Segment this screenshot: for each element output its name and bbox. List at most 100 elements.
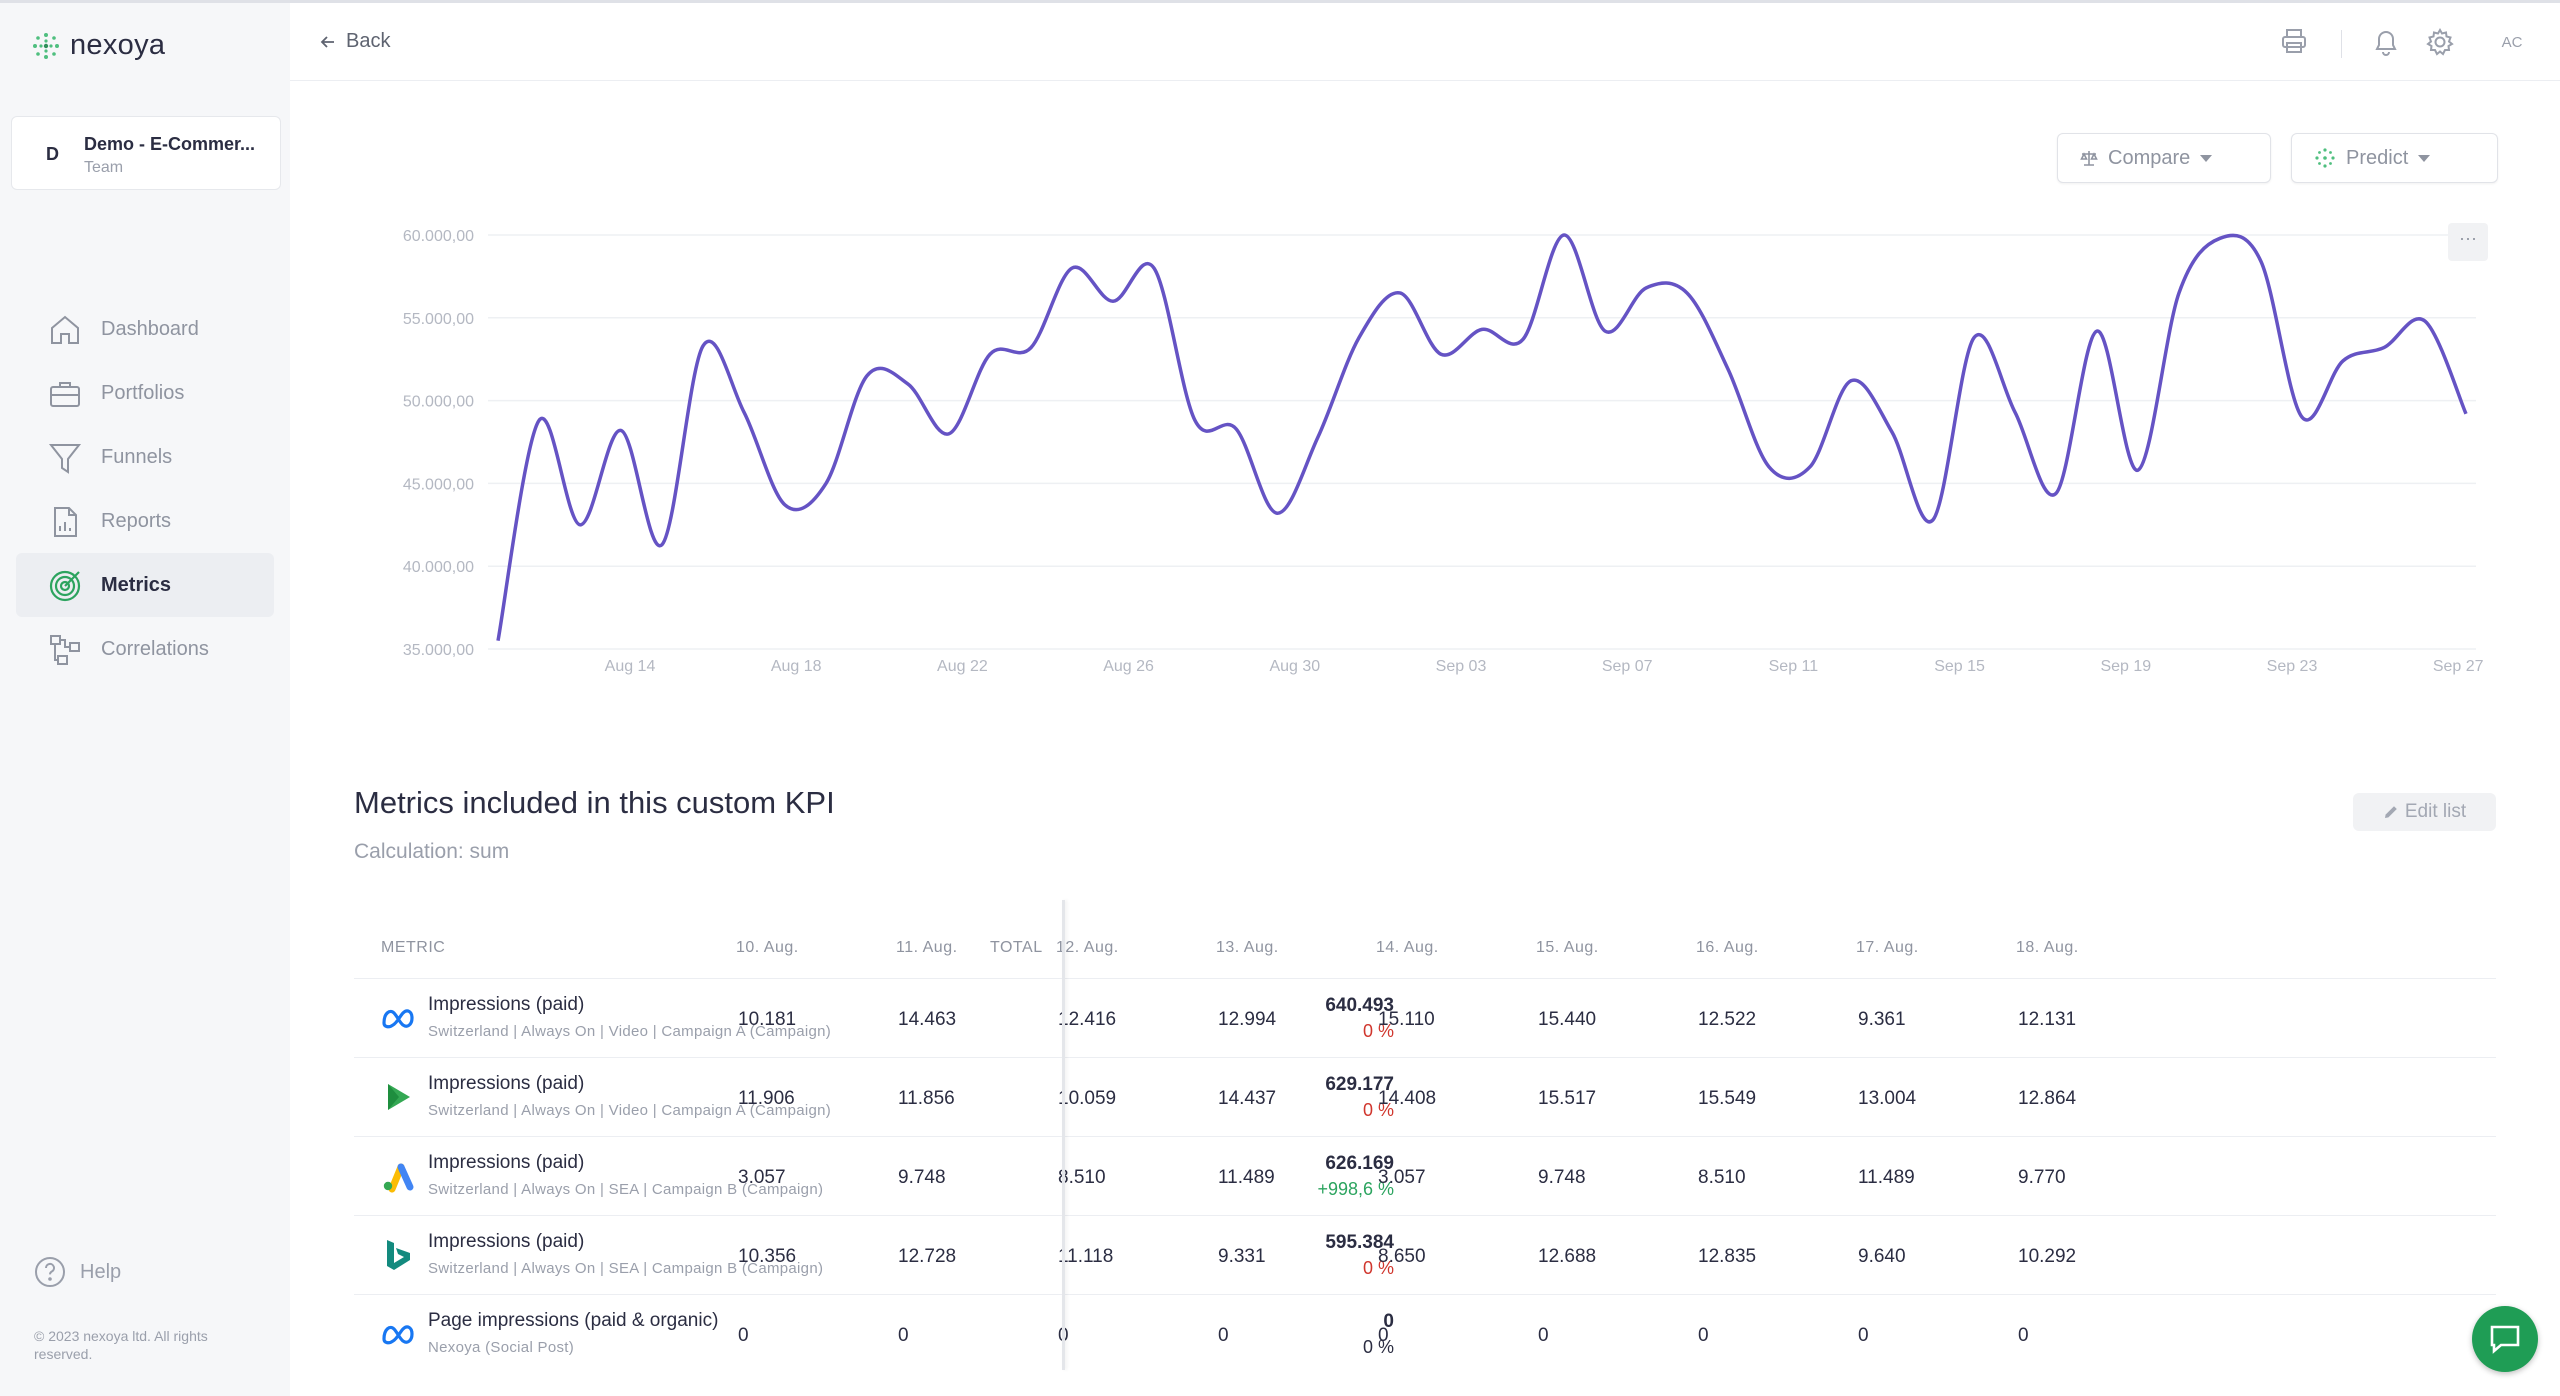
table-header: METRIC TOTAL 10. Aug. 11. Aug. 12. Aug. 13.… <box>354 908 2496 979</box>
team-name: Demo - E-Commer... <box>84 134 256 154</box>
y-tick-label: 45.000,00 <box>403 476 474 493</box>
table-row[interactable]: Impressions (paid) Switzerland | Always O… <box>354 979 2496 1058</box>
metric-name[interactable]: Impressions (paid) <box>428 994 585 1015</box>
team-initial: D <box>46 144 59 164</box>
print-icon[interactable] <box>2280 27 2308 55</box>
table-row[interactable]: Page impressions (paid & organic) Nexoya … <box>354 1295 2496 1373</box>
sidebar-item-funnels[interactable]: Funnels <box>16 425 274 489</box>
metric-name[interactable]: Page impressions (paid & organic) <box>428 1310 719 1331</box>
column-header-date[interactable]: 14. Aug. <box>1376 939 1439 956</box>
y-tick-label: 55.000,00 <box>403 311 474 328</box>
dv360-icon <box>380 1080 416 1114</box>
window-top-border <box>0 0 2560 3</box>
frozen-column-divider <box>1062 900 1065 1370</box>
sidebar-item-reports[interactable]: Reports <box>16 489 274 553</box>
x-tick-label: Sep 27 <box>2433 658 2484 675</box>
total-cell: 640.493 0 % <box>1325 995 1394 1042</box>
column-header-date[interactable]: 15. Aug. <box>1536 939 1599 956</box>
sidebar-item-label: Reports <box>101 509 172 532</box>
value-cell: 14.437 <box>1218 1088 1277 1109</box>
metric-source: Switzerland | Always On | Video | Campai… <box>428 1102 832 1119</box>
value-cell: 10.181 <box>738 1009 797 1030</box>
user-avatar[interactable]: AC <box>2501 33 2523 51</box>
total-value: 595.384 <box>1325 1232 1394 1253</box>
x-tick-label: Aug 18 <box>771 658 822 675</box>
value-cell: 12.728 <box>898 1246 957 1267</box>
value-cell: 3.057 <box>738 1167 786 1188</box>
value-cell: 0 <box>1858 1325 1869 1346</box>
value-cell: 0 <box>1698 1325 1709 1346</box>
metric-name[interactable]: Impressions (paid) <box>428 1152 585 1173</box>
compare-label: Compare <box>2108 146 2191 169</box>
column-header-metric[interactable]: METRIC <box>381 939 446 956</box>
bell-icon[interactable] <box>2372 27 2400 57</box>
sidebar-item-label: Correlations <box>101 637 209 660</box>
y-tick-label: 40.000,00 <box>403 559 474 576</box>
sidebar-item-correlations[interactable]: Correlations <box>16 617 274 681</box>
compare-button[interactable]: Compare <box>2057 133 2271 183</box>
column-header-date[interactable]: 18. Aug. <box>2016 939 2079 956</box>
total-cell: 629.177 0 % <box>1325 1074 1394 1121</box>
value-cell: 11.118 <box>1058 1246 1114 1267</box>
value-cell: 15.517 <box>1538 1088 1597 1109</box>
x-tick-label: Aug 26 <box>1103 658 1154 675</box>
gear-icon[interactable] <box>2425 27 2455 57</box>
x-tick-label: Aug 30 <box>1269 658 1320 675</box>
section-title: Metrics included in this custom KPI <box>354 785 835 820</box>
predict-button[interactable]: Predict <box>2291 133 2498 183</box>
app-logo[interactable]: nexoya <box>32 29 165 62</box>
value-cell: 9.361 <box>1858 1009 1906 1030</box>
scale-icon <box>2080 151 2098 166</box>
chevron-down-icon <box>2418 154 2431 162</box>
metrics-icon <box>49 570 81 602</box>
column-header-date[interactable]: 11. Aug. <box>896 939 958 956</box>
pencil-icon <box>2384 806 2397 818</box>
table-row[interactable]: Impressions (paid) Switzerland | Always O… <box>354 1137 2496 1216</box>
value-cell: 14.463 <box>898 1009 957 1030</box>
column-header-date[interactable]: 17. Aug. <box>1856 939 1919 956</box>
value-cell: 0 <box>2018 1325 2029 1346</box>
help-icon <box>35 1257 65 1287</box>
metric-source: Switzerland | Always On | SEA | Campaign… <box>428 1260 824 1277</box>
value-cell: 11.489 <box>1218 1167 1275 1188</box>
sidebar-item-dashboard[interactable]: Dashboard <box>16 297 274 361</box>
column-header-date[interactable]: 13. Aug. <box>1216 939 1279 956</box>
value-cell: 12.835 <box>1698 1246 1757 1267</box>
table-row[interactable]: Impressions (paid) Switzerland | Always O… <box>354 1216 2496 1295</box>
back-button[interactable]: Back <box>320 30 390 53</box>
header-divider <box>2341 30 2342 58</box>
value-cell: 0 <box>898 1325 909 1346</box>
table-row[interactable]: Impressions (paid) Switzerland | Always O… <box>354 1058 2496 1137</box>
total-cell: 626.169 +998,6 % <box>1317 1153 1394 1200</box>
predict-label: Predict <box>2346 146 2409 169</box>
team-switcher[interactable]: D Demo - E-Commer... Team <box>11 116 281 190</box>
total-value: 629.177 <box>1325 1074 1394 1095</box>
help-link[interactable]: Help <box>34 1256 121 1288</box>
edit-list-button[interactable]: Edit list <box>2353 793 2496 831</box>
value-cell: 14.408 <box>1378 1088 1437 1109</box>
column-header-total[interactable]: TOTAL <box>990 939 1043 956</box>
column-header-date[interactable]: 16. Aug. <box>1696 939 1759 956</box>
total-value: 640.493 <box>1325 995 1394 1016</box>
total-change: 0 % <box>1362 1021 1394 1041</box>
value-cell: 12.864 <box>2018 1088 2077 1109</box>
chat-launcher-button[interactable] <box>2472 1306 2538 1372</box>
back-label: Back <box>346 30 391 52</box>
chart-more-button[interactable]: ··· <box>2448 223 2488 261</box>
chevron-down-icon <box>2200 154 2213 162</box>
column-header-date[interactable]: 10. Aug. <box>736 939 799 956</box>
column-header-date[interactable]: 12. Aug. <box>1056 939 1119 956</box>
funnel-icon <box>48 444 82 474</box>
sidebar-item-portfolios[interactable]: Portfolios <box>16 361 274 425</box>
sidebar-item-metrics[interactable]: Metrics <box>16 553 274 617</box>
briefcase-icon <box>50 382 80 407</box>
metric-name[interactable]: Impressions (paid) <box>428 1073 585 1094</box>
x-tick-label: Sep 23 <box>2267 658 2318 675</box>
value-cell: 13.004 <box>1858 1088 1917 1109</box>
sidebar-nav: Dashboard Portfolios Funnels Reports Met… <box>16 297 274 681</box>
value-cell: 0 <box>1378 1325 1389 1346</box>
nexoya-logo-icon <box>33 32 59 59</box>
metric-name[interactable]: Impressions (paid) <box>428 1231 585 1252</box>
x-tick-label: Sep 19 <box>2100 658 2151 675</box>
series-line[interactable] <box>496 233 2468 642</box>
